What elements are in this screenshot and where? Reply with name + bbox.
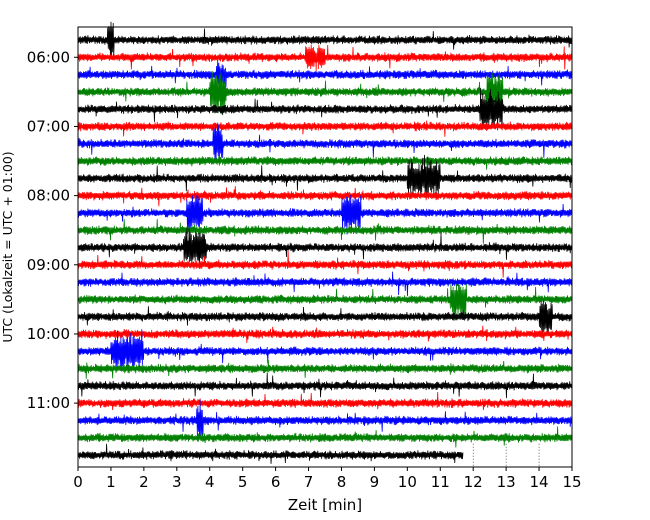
trace-line bbox=[77, 329, 573, 371]
x-tick-label: 12 bbox=[464, 473, 483, 491]
axes-frame bbox=[77, 26, 573, 468]
y-tick-label: 08:00 bbox=[27, 187, 70, 205]
trace-line bbox=[77, 250, 573, 278]
trace-line bbox=[77, 156, 573, 170]
trace-line bbox=[77, 70, 573, 114]
x-tick-label: 11 bbox=[431, 473, 450, 491]
trace-line bbox=[77, 443, 464, 464]
trace-line bbox=[77, 271, 573, 297]
y-axis-ticks: 06:00 07:00 08:00 09:00 10:00 11:00 bbox=[27, 48, 78, 412]
trace-line bbox=[77, 154, 573, 197]
x-tick-label: 5 bbox=[238, 473, 248, 491]
trace-line bbox=[77, 44, 573, 72]
x-tick-label: 6 bbox=[271, 473, 281, 491]
x-tick-label: 2 bbox=[139, 473, 149, 491]
grid-lines bbox=[472, 443, 540, 467]
x-tick-label: 9 bbox=[370, 473, 380, 491]
y-tick-label: 11:00 bbox=[27, 394, 70, 412]
y-axis-label: UTC (Lokalzeit = UTC + 01:00) bbox=[0, 151, 15, 342]
y-tick-label: 09:00 bbox=[27, 256, 70, 274]
trace-line bbox=[77, 87, 573, 131]
x-tick-label: 1 bbox=[106, 473, 116, 491]
x-tick-label: 0 bbox=[73, 473, 83, 491]
x-tick-label: 4 bbox=[205, 473, 215, 491]
trace-line bbox=[77, 194, 573, 235]
trace-line bbox=[77, 283, 573, 321]
trace-line bbox=[77, 359, 573, 379]
trace-line bbox=[77, 399, 573, 441]
trace-lines bbox=[77, 21, 573, 464]
trace-line bbox=[77, 123, 573, 163]
x-axis-ticks: 0 1 2 3 4 5 6 7 8 9 10 11 12 13 14 15 bbox=[73, 467, 582, 491]
x-tick-label: 7 bbox=[304, 473, 314, 491]
x-tick-label: 8 bbox=[337, 473, 347, 491]
x-tick-label: 15 bbox=[562, 473, 581, 491]
y-tick-label: 10:00 bbox=[27, 325, 70, 343]
trace-line bbox=[77, 392, 573, 411]
trace-line bbox=[77, 300, 573, 335]
trace-line bbox=[77, 120, 573, 137]
x-tick-label: 13 bbox=[497, 473, 516, 491]
trace-line bbox=[77, 426, 573, 448]
y-tick-label: 07:00 bbox=[27, 117, 70, 135]
x-tick-label: 10 bbox=[398, 473, 417, 491]
trace-line bbox=[77, 219, 573, 244]
x-axis-label: Zeit [min] bbox=[288, 496, 362, 514]
trace-line bbox=[77, 325, 573, 343]
y-tick-label: 06:00 bbox=[27, 48, 70, 66]
trace-line bbox=[77, 372, 573, 399]
trace-line bbox=[77, 59, 573, 89]
trace-line bbox=[77, 186, 573, 207]
trace-line bbox=[77, 227, 573, 269]
trace-line bbox=[77, 21, 573, 60]
x-tick-label: 3 bbox=[172, 473, 182, 491]
x-tick-label: 14 bbox=[530, 473, 549, 491]
